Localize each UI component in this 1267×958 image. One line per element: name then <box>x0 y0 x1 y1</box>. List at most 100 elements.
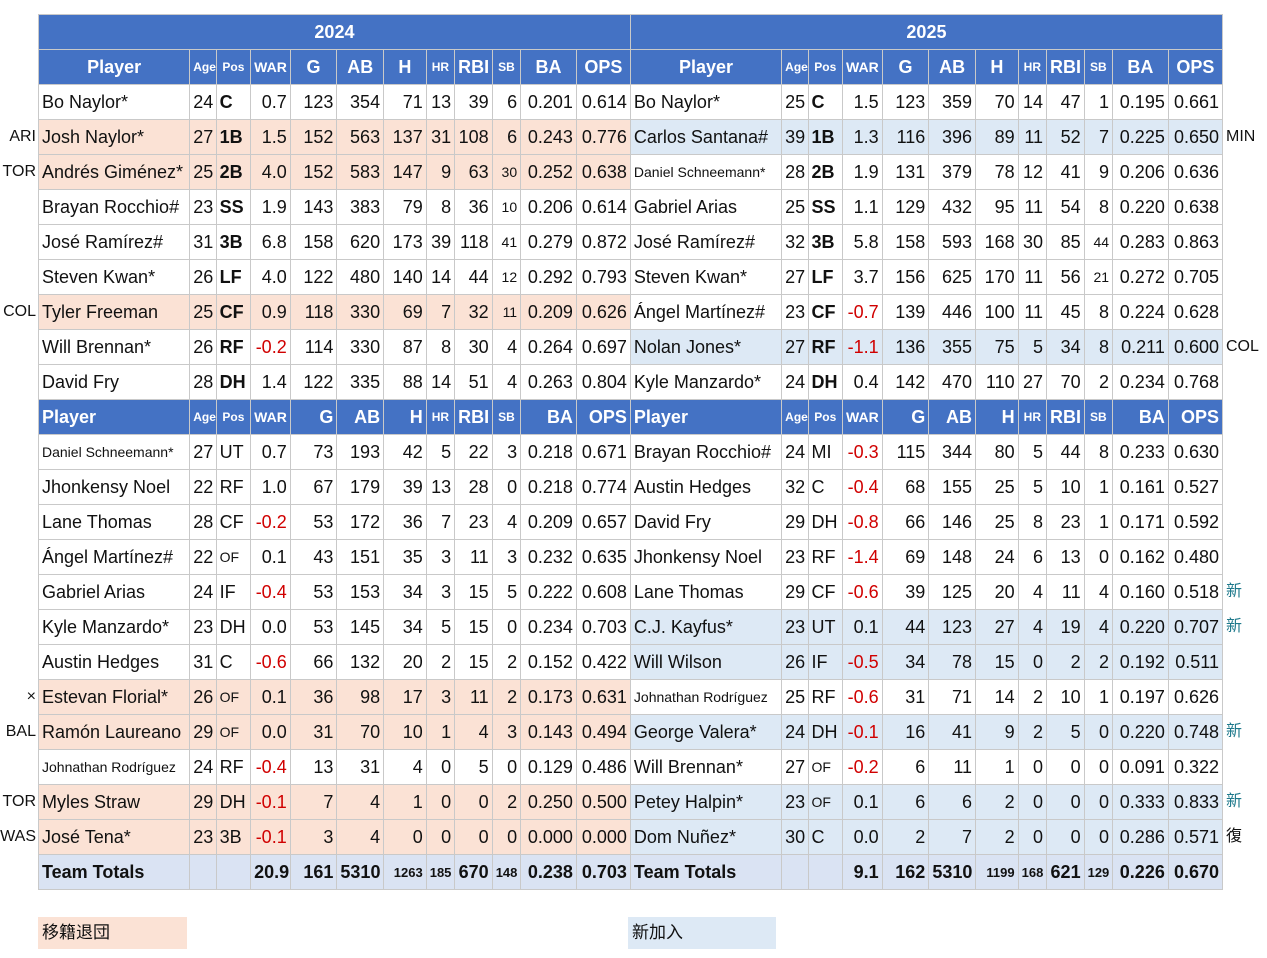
stat-cell-hr: 5 <box>1017 434 1048 470</box>
stat-cell-rbi: 19 <box>1046 609 1085 645</box>
stat-cell-age: 25 <box>781 189 809 225</box>
stat-cell-war: -0.2 <box>842 749 883 785</box>
stat-cell-ba: 0.225 <box>1112 119 1169 155</box>
side-note-right: MIN <box>1226 128 1256 145</box>
stat-cell-rbi: 23 <box>1046 504 1085 540</box>
stat-cell-h: 20 <box>975 574 1019 610</box>
stat-cell-ba: 0.272 <box>1112 259 1169 295</box>
stat-cell-sb: 7 <box>1083 119 1114 155</box>
stat-cell-ops: 0.527 <box>1167 469 1224 505</box>
player-name-cell: George Valera* <box>629 714 783 750</box>
player-name-cell: Josh Naylor* <box>37 119 191 155</box>
column-header-age-2025: Age <box>781 399 809 435</box>
totals-cell-sb: 148 <box>491 854 522 890</box>
stat-cell-rbi: 108 <box>454 119 493 155</box>
stat-cell-ba: 0.211 <box>1112 329 1169 365</box>
stat-cell-hr: 9 <box>425 154 456 190</box>
stat-cell-g: 142 <box>881 364 930 400</box>
stat-cell-h: 173 <box>383 224 427 260</box>
stat-cell-pos: RF <box>215 329 252 365</box>
stat-cell-sb: 12 <box>491 259 522 295</box>
stat-cell-ops: 0.804 <box>575 364 631 400</box>
stat-cell-sb: 0 <box>491 819 522 855</box>
starter-row: Will Brennan* 26 RF -0.2 114 330 87 8 30 4 0.264 0.… <box>37 329 1224 365</box>
stat-cell-war: -0.2 <box>250 329 291 365</box>
column-header-h-2025: H <box>975 49 1019 85</box>
column-header-h-2024: H <box>383 49 427 85</box>
stat-cell-pos: 3B <box>215 224 252 260</box>
stat-cell-h: 24 <box>975 539 1019 575</box>
stat-cell-h: 36 <box>383 504 427 540</box>
stat-cell-h: 25 <box>975 469 1019 505</box>
stat-cell-g: 7 <box>289 784 338 820</box>
stat-cell-hr: 0 <box>425 749 456 785</box>
player-name-cell: Johnathan Rodríguez <box>629 679 783 715</box>
stat-cell-ops: 0.422 <box>575 644 631 680</box>
stat-cell-pos: DH <box>807 714 844 750</box>
stat-cell-age: 24 <box>781 434 809 470</box>
column-header-player-2024: Player <box>37 399 191 435</box>
stat-cell-sb: 8 <box>1083 189 1114 225</box>
stat-cell-rbi: 22 <box>454 434 493 470</box>
column-header-sb-2024: SB <box>491 49 522 85</box>
stat-cell-rbi: 52 <box>1046 119 1085 155</box>
stat-cell-hr: 5 <box>1017 469 1048 505</box>
stat-cell-g: 122 <box>289 259 338 295</box>
bench-row: Johnathan Rodríguez 24 RF -0.4 13 31 4 0 5 0 0.129… <box>37 749 1224 785</box>
stat-cell-war: 0.7 <box>250 434 291 470</box>
stat-cell-ab: 330 <box>336 329 385 365</box>
starter-row: Josh Naylor* 27 1B 1.5 152 563 137 31 108 6 0.243 0… <box>37 119 1224 155</box>
stat-cell-age: 23 <box>781 539 809 575</box>
stat-cell-ab: 155 <box>928 469 976 505</box>
column-header-player-2024: Player <box>37 49 191 85</box>
stat-cell-ab: 151 <box>336 539 385 575</box>
stat-cell-ab: 354 <box>336 84 385 120</box>
stat-cell-h: 100 <box>975 294 1019 330</box>
stat-cell-h: 170 <box>975 259 1019 295</box>
stat-cell-h: 10 <box>383 714 427 750</box>
stat-cell-ops: 0.657 <box>575 504 631 540</box>
stat-cell-pos: C <box>807 469 844 505</box>
stat-cell-sb: 8 <box>1083 329 1114 365</box>
year-header-2025: 2025 <box>629 14 1224 50</box>
stat-cell-hr: 39 <box>425 224 456 260</box>
side-note-left: ARI <box>9 128 36 145</box>
column-header-ab-2025: AB <box>928 399 976 435</box>
stat-cell-sb: 6 <box>491 84 522 120</box>
stat-cell-war: -0.1 <box>842 714 883 750</box>
column-header-ba-2025: BA <box>1112 399 1169 435</box>
player-name-cell: José Ramírez# <box>629 224 783 260</box>
stat-cell-sb: 9 <box>1083 154 1114 190</box>
stat-cell-sb: 1 <box>1083 84 1114 120</box>
stat-cell-ops: 0.833 <box>1167 784 1224 820</box>
stat-cell-pos: C <box>215 84 252 120</box>
totals-cell-hr: 185 <box>425 854 456 890</box>
player-name-cell: Estevan Florial* <box>37 679 191 715</box>
stat-cell-g: 53 <box>289 609 338 645</box>
bench-row: Kyle Manzardo* 23 DH 0.0 53 145 34 5 15 0 0.234 0.7… <box>37 609 1224 645</box>
stat-cell-ops: 0.776 <box>575 119 631 155</box>
stat-cell-g: 2 <box>881 819 930 855</box>
totals-cell-g: 161 <box>289 854 338 890</box>
stat-cell-ab: 330 <box>336 294 385 330</box>
stat-cell-h: 34 <box>383 574 427 610</box>
stat-cell-rbi: 15 <box>454 574 493 610</box>
stat-cell-rbi: 54 <box>1046 189 1085 225</box>
stat-cell-ops: 0.748 <box>1167 714 1224 750</box>
starter-row: José Ramírez# 31 3B 6.8 158 620 173 39 118 41 0.27… <box>37 224 1224 260</box>
stat-cell-ab: 153 <box>336 574 385 610</box>
bench-row: Lane Thomas 28 CF -0.2 53 172 36 7 23 4 0.209 0.657… <box>37 504 1224 540</box>
stat-cell-age: 25 <box>781 84 809 120</box>
stat-cell-pos: OF <box>215 714 252 750</box>
stat-cell-sb: 3 <box>491 434 522 470</box>
starter-row: Andrés Giménez* 25 2B 4.0 152 583 147 9 63 30 0.25… <box>37 154 1224 190</box>
stat-cell-g: 115 <box>881 434 930 470</box>
column-header-h-2025: H <box>975 399 1019 435</box>
stat-cell-sb: 4 <box>1083 609 1114 645</box>
stat-cell-g: 36 <box>289 679 338 715</box>
stat-cell-h: 137 <box>383 119 427 155</box>
column-header-pos-2025: Pos <box>807 399 844 435</box>
stat-cell-g: 3 <box>289 819 338 855</box>
column-header-rbi-2025: RBI <box>1046 49 1085 85</box>
stat-cell-war: 0.7 <box>250 84 291 120</box>
